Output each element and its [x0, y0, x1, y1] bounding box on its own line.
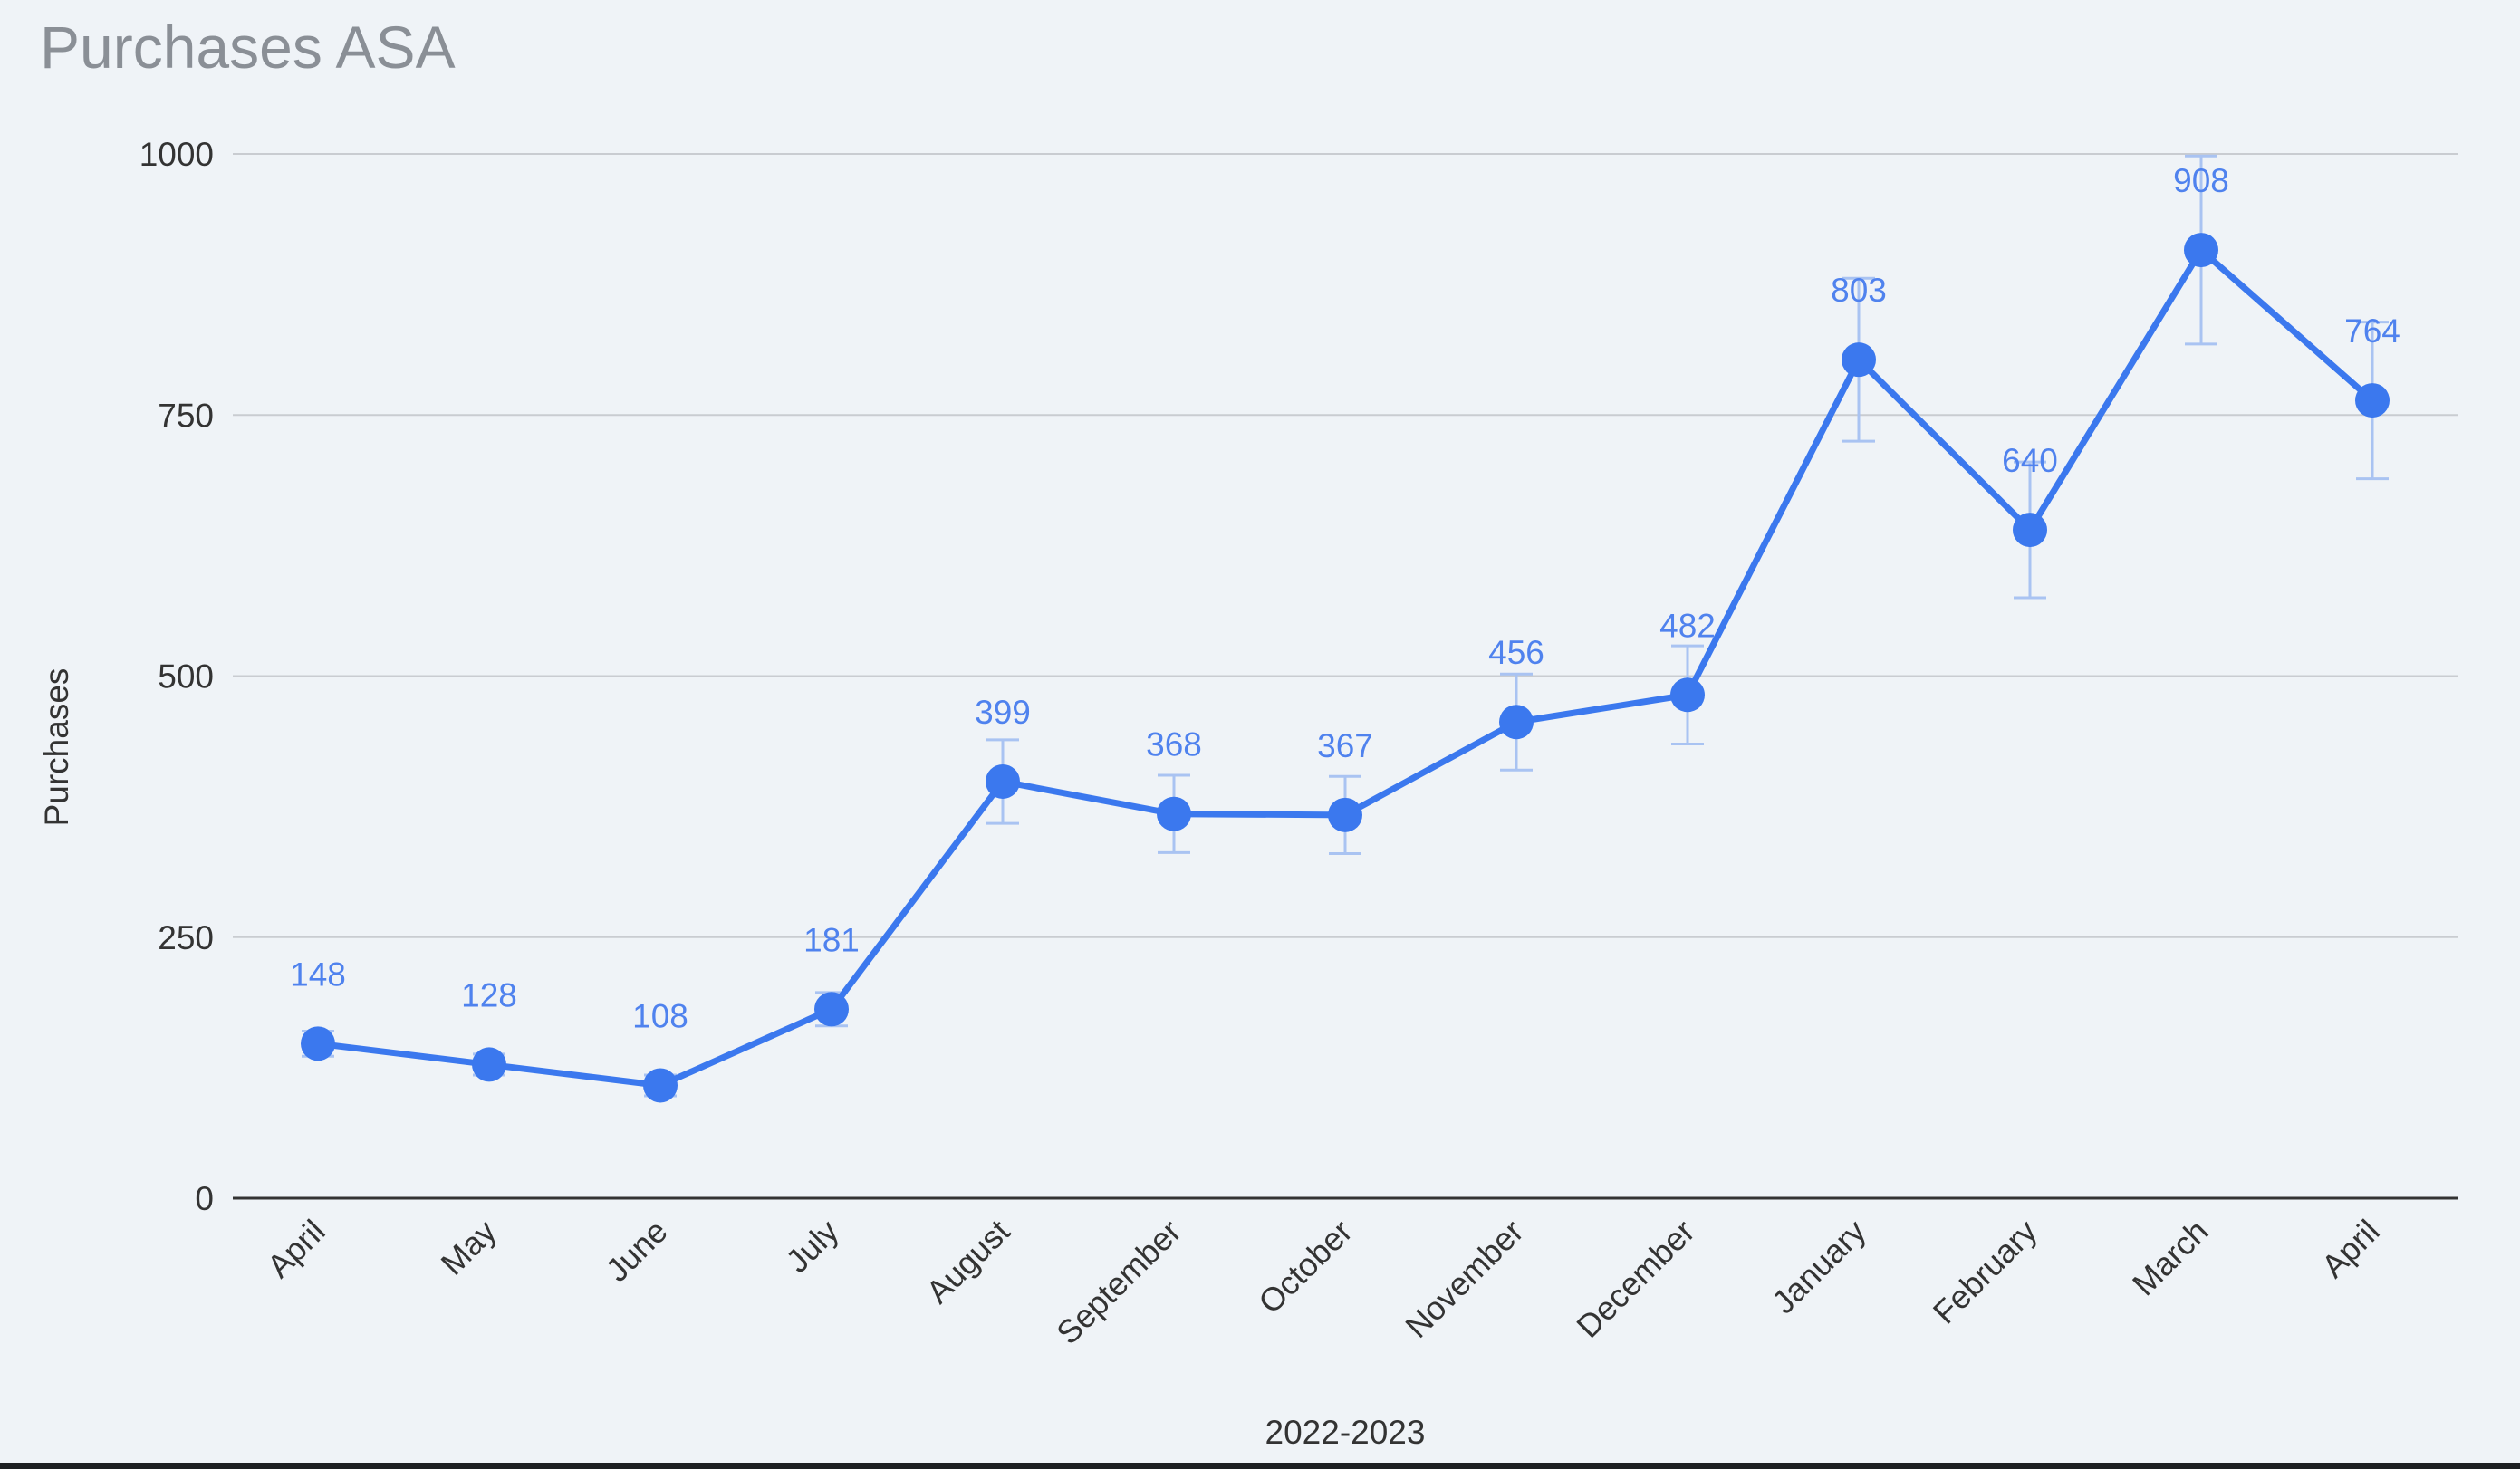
data-label: 482	[1659, 607, 1716, 644]
data-point	[2013, 513, 2047, 548]
data-label: 108	[632, 997, 688, 1034]
x-tick-label: February	[1926, 1213, 2044, 1331]
data-label: 181	[803, 921, 860, 958]
data-point	[2184, 233, 2218, 268]
y-tick-label: 500	[158, 658, 214, 696]
x-tick-label: March	[2125, 1213, 2216, 1303]
x-tick-label: April	[260, 1213, 332, 1285]
y-tick-label: 750	[158, 397, 214, 434]
data-label: 148	[290, 955, 346, 993]
data-point	[472, 1047, 506, 1082]
data-point	[1670, 677, 1705, 713]
y-tick-label: 1000	[139, 136, 214, 173]
x-tick-label: July	[778, 1213, 845, 1280]
chart-title: Purchases ASA	[40, 14, 456, 81]
data-label: 368	[1146, 726, 1202, 763]
data-label: 456	[1488, 634, 1544, 671]
y-axis-title: Purchases	[38, 668, 75, 827]
x-tick-label: April	[2314, 1213, 2387, 1285]
data-label: 640	[2002, 442, 2058, 479]
data-point	[1499, 705, 1534, 740]
data-point	[1328, 797, 1362, 832]
data-label: 908	[2173, 162, 2229, 199]
data-label: 764	[2344, 312, 2400, 350]
x-tick-label: June	[598, 1213, 674, 1289]
x-tick-label: November	[1398, 1213, 1530, 1345]
data-point	[814, 992, 849, 1027]
data-point	[1157, 796, 1191, 831]
data-label: 399	[975, 694, 1031, 731]
x-tick-label: December	[1569, 1213, 1701, 1345]
data-point	[986, 763, 1020, 799]
y-tick-label: 0	[195, 1180, 214, 1217]
data-point	[643, 1068, 678, 1103]
x-tick-label: August	[919, 1213, 1016, 1311]
x-tick-label: January	[1765, 1213, 1873, 1321]
x-tick-label: October	[1251, 1213, 1360, 1321]
x-axis-title: 2022-2023	[1265, 1414, 1426, 1451]
data-label: 803	[1831, 272, 1887, 309]
bottom-border	[0, 1463, 2520, 1469]
y-tick-label: 250	[158, 919, 214, 956]
data-label: 367	[1317, 727, 1373, 764]
series-line	[317, 246, 2375, 1089]
data-point	[301, 1026, 335, 1061]
data-point	[1842, 342, 1876, 378]
x-tick-label: May	[434, 1213, 504, 1282]
x-tick-label: September	[1049, 1213, 1188, 1352]
data-label: 128	[461, 976, 517, 1013]
data-point	[2355, 383, 2390, 418]
